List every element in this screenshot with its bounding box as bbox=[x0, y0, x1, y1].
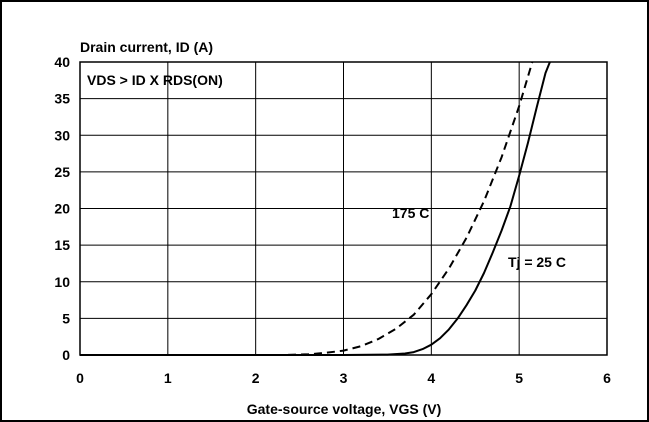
x-tick-label: 4 bbox=[427, 370, 435, 386]
condition-label: VDS > ID X RDS(ON) bbox=[87, 72, 223, 88]
x-tick-label: 1 bbox=[164, 370, 172, 386]
y-tick-label: 10 bbox=[54, 274, 70, 290]
y-tick-label: 40 bbox=[54, 54, 70, 70]
y-tick-label: 20 bbox=[54, 201, 70, 217]
series-label-tj25c: Tj = 25 C bbox=[508, 254, 566, 270]
series-label-175c: 175 C bbox=[392, 205, 429, 221]
x-tick-label: 3 bbox=[340, 370, 348, 386]
y-tick-label: 30 bbox=[54, 127, 70, 143]
x-tick-label: 5 bbox=[515, 370, 523, 386]
series-group bbox=[80, 61, 551, 356]
x-axis-label: Gate-source voltage, VGS (V) bbox=[247, 401, 442, 417]
series-line-tj25c bbox=[80, 61, 551, 356]
tick-labels: 0 1 2 3 4 5 6 0 5 10 15 20 25 30 35 40 bbox=[54, 54, 611, 386]
x-tick-label: 0 bbox=[76, 370, 84, 386]
y-tick-label: 15 bbox=[54, 237, 70, 253]
y-tick-label: 25 bbox=[54, 164, 70, 180]
y-tick-label: 35 bbox=[54, 91, 70, 107]
x-tick-label: 2 bbox=[252, 370, 260, 386]
x-tick-label: 6 bbox=[603, 370, 611, 386]
grid bbox=[80, 62, 607, 355]
y-tick-label: 0 bbox=[62, 347, 70, 363]
y-axis-label: Drain current, ID (A) bbox=[80, 39, 213, 55]
series-line-175c bbox=[80, 61, 534, 356]
y-tick-label: 5 bbox=[62, 310, 70, 326]
